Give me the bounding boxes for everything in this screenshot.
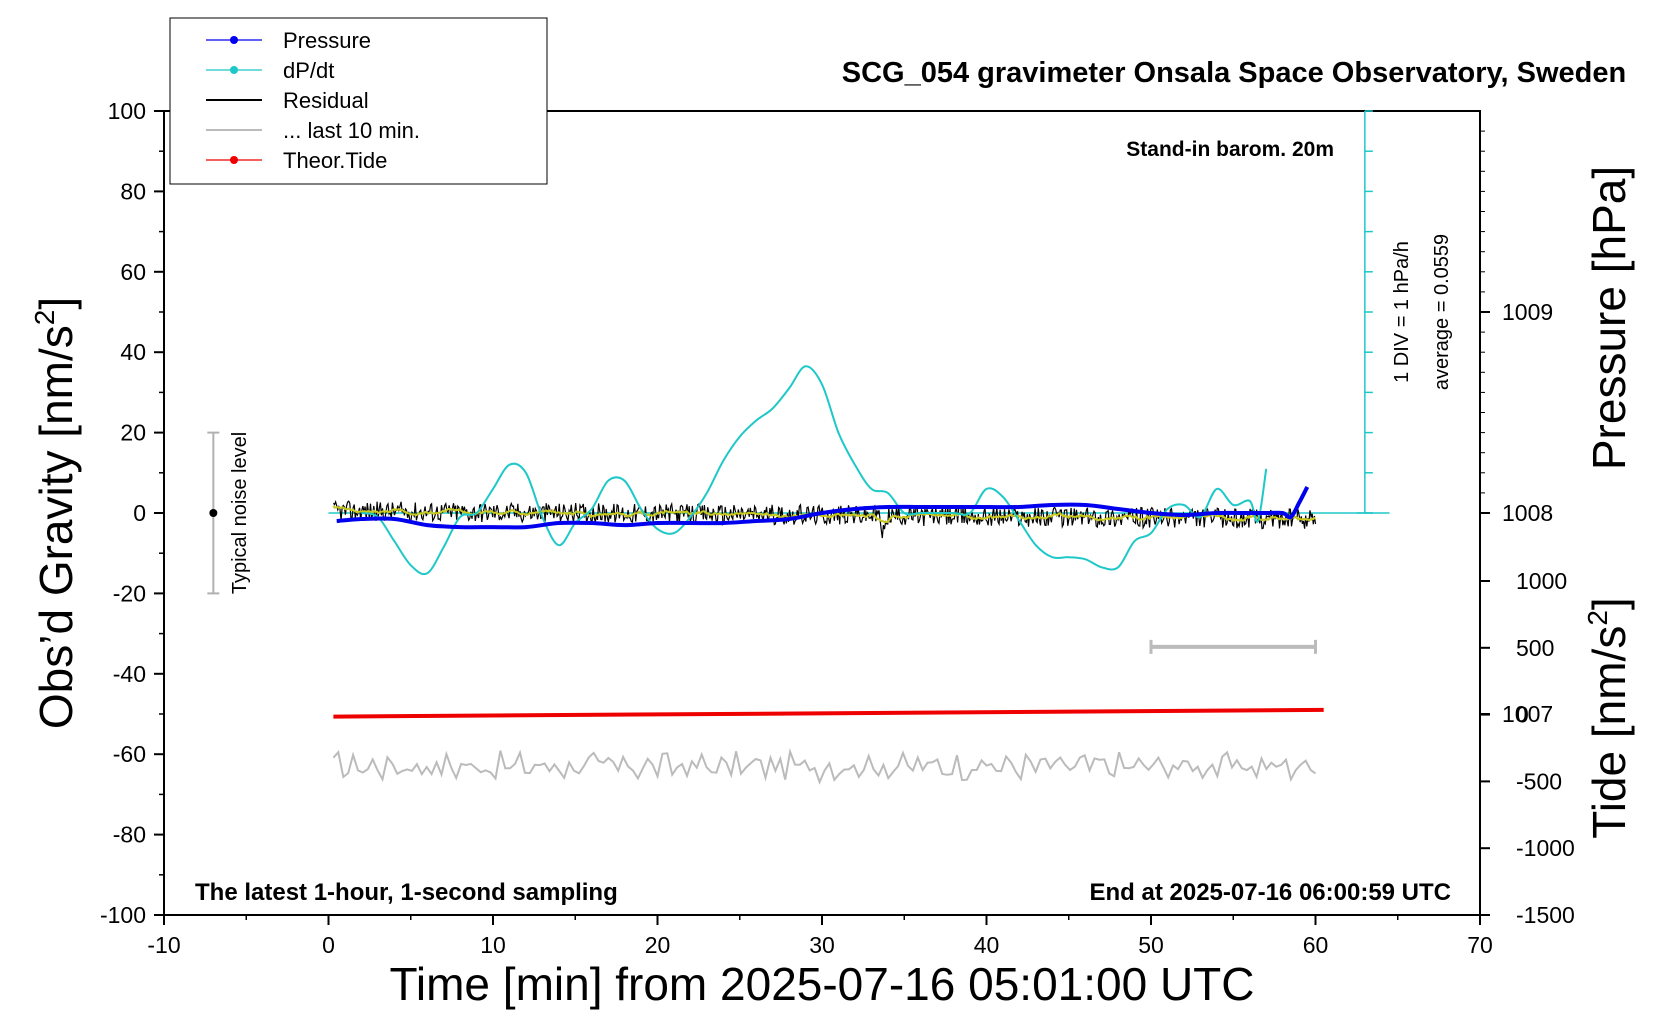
legend-entry-tide: Theor.Tide [206,148,387,173]
y-tick-label: 60 [120,259,146,285]
div-note: 1 DIV = 1 hPa/h [1391,241,1413,383]
noise-level-label: Typical noise level [229,432,251,594]
legend-entry-dpdt: dP/dt [206,58,334,83]
legend-entry-last10: ... last 10 min. [206,118,420,143]
end-time-note: End at 2025-07-16 06:00:59 UTC [1090,879,1452,906]
legend-label-tide: Theor.Tide [283,148,387,173]
series-layer [207,110,1390,785]
legend-entry-pressure: Pressure [206,28,371,53]
y-tick-label: 40 [120,339,146,365]
y-tick-label: 100 [108,98,146,124]
y-tick-label: -20 [113,580,146,606]
barometer-note: Stand-in barom. 20m [1126,138,1334,161]
sampling-note: The latest 1-hour, 1-second sampling [195,879,618,906]
legend-marker-tide [230,156,238,164]
chart-title: SCG_054 gravimeter Onsala Space Observat… [842,57,1626,89]
y-axis-label-gravity: Obs’d Gravity [nm/s2] [29,297,82,729]
y-tick-label: 0 [133,500,146,526]
tide-tick-label: 0 [1516,702,1529,728]
average-note: average = 0.0559 [1431,234,1453,390]
tick-layer: -10 0 10 20 30 40 50 60 70-100-80-60-40-20020406… [100,98,1575,958]
tide-tick-label: 1000 [1516,568,1567,594]
pressure-tick-label: 1007 [1502,701,1553,727]
legend-marker-dpdt [230,66,238,74]
legend-marker-pressure [230,36,238,44]
legend-label-last10: ... last 10 min. [283,118,420,143]
x-tick-label: 20 [645,932,671,958]
y-tick-label: -80 [113,822,146,848]
x-tick-label: 70 [1467,932,1493,958]
y-tick-label: -40 [113,661,146,687]
y-axis-label-tide: Tide [nm/s2] [1582,597,1635,838]
y-tick-label: 20 [120,420,146,446]
last10-series-line [332,747,1317,785]
legend-entry-residual: Residual [206,88,369,113]
x-tick-label: 30 [809,932,835,958]
legend: Pressure dP/dt Residual ... last 10 min.… [169,17,548,185]
y-tick-label: 80 [120,178,146,204]
pressure-tick-label: 1009 [1502,299,1553,325]
tide-tick-label: -500 [1516,768,1562,794]
x-tick-label: 40 [974,932,1000,958]
dpdt-series-line [361,365,1268,576]
x-tick-label: 10 [480,932,506,958]
legend-label-residual: Residual [283,88,369,113]
x-axis-label: Time [min] from 2025-07-16 05:01:00 UTC [390,958,1255,1010]
x-tick-label: 50 [1138,932,1164,958]
pressure-tick-label: 1008 [1502,500,1553,526]
x-tick-label: 60 [1303,932,1329,958]
residual-smoothed-line [332,505,1316,524]
noise-bar-center [209,509,218,517]
legend-label-pressure: Pressure [283,28,371,53]
tide-tick-label: 500 [1516,635,1554,661]
y-axis-label-pressure: Pressure [hPa] [1583,166,1635,470]
legend-label-dpdt: dP/dt [283,58,334,83]
tide-series-line [333,707,1324,719]
y-tick-label: -100 [100,902,146,928]
pressure-series-line [336,485,1310,530]
y-tick-label: -60 [113,741,146,767]
x-tick-label: 0 [322,932,335,958]
tide-tick-label: -1000 [1516,835,1575,861]
x-tick-label: -10 [147,932,180,958]
residual-series-line [332,499,1317,539]
tide-tick-label: -1500 [1516,902,1575,928]
